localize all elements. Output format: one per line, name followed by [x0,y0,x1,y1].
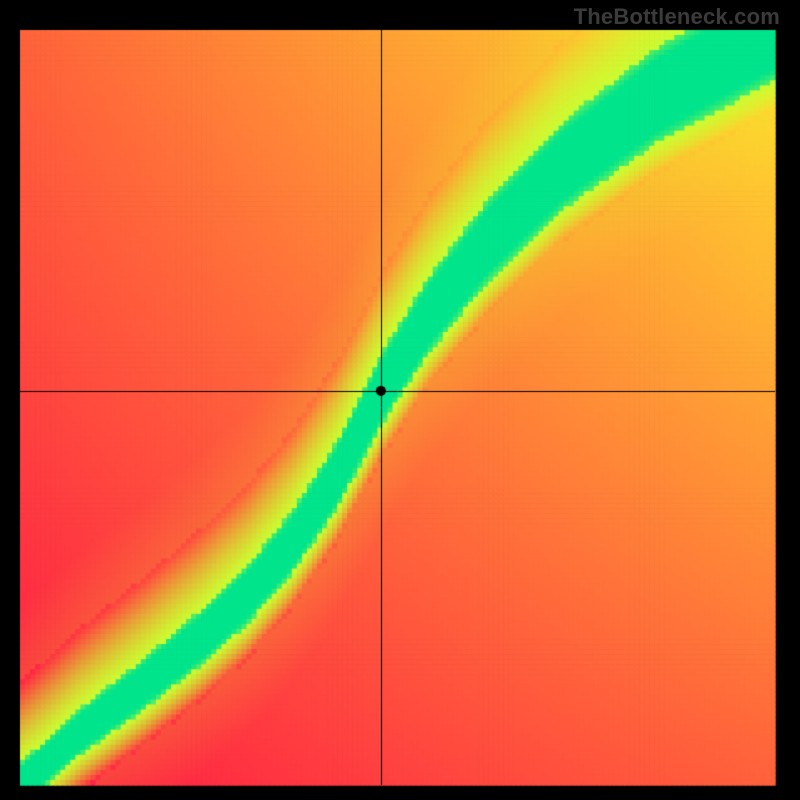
bottleneck-heatmap [0,0,800,800]
watermark-text: TheBottleneck.com [574,4,780,30]
